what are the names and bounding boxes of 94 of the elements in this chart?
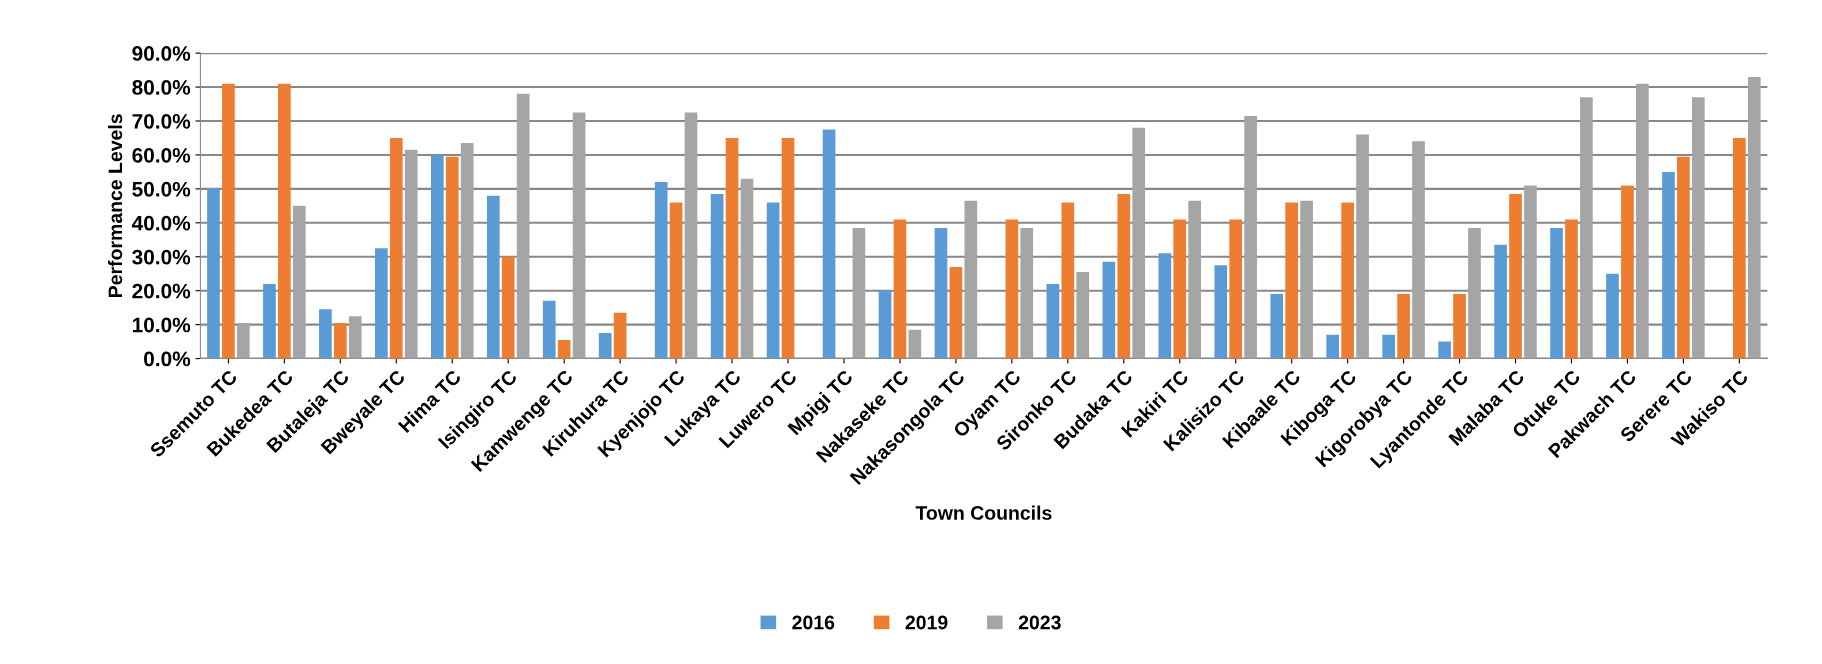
bar: [486, 195, 500, 359]
bar: [1061, 202, 1075, 359]
bar: [348, 316, 362, 359]
bar: [964, 200, 978, 359]
bar: [1468, 227, 1481, 359]
bar: [710, 193, 724, 359]
y-tick-label: 40.0%: [131, 215, 191, 231]
bar: [1524, 185, 1537, 359]
bar: [1117, 193, 1131, 359]
bar: [1397, 294, 1410, 359]
y-tick-label: 30.0%: [132, 249, 191, 265]
bar: [1606, 273, 1619, 359]
bar: [1356, 134, 1369, 359]
bar: [822, 129, 836, 359]
y-tick-label: 10.0%: [132, 317, 191, 333]
bar: [236, 322, 250, 359]
y-tick-label: 70.0%: [132, 114, 191, 129]
bar: [1621, 185, 1634, 359]
bar: [1550, 227, 1563, 359]
bar: [934, 227, 948, 359]
bar: [740, 178, 754, 359]
bar: [333, 322, 347, 359]
bar: [1244, 115, 1257, 359]
bar: [725, 137, 739, 359]
bar: [319, 309, 332, 359]
bar: [1580, 97, 1593, 359]
bar: [893, 219, 907, 359]
bar: [908, 329, 922, 359]
bar: [1412, 141, 1425, 359]
bar: [263, 283, 276, 359]
bar: [557, 339, 571, 359]
bar: [1438, 341, 1451, 359]
y-tick-label: 0.0%: [144, 351, 191, 367]
bar: [1229, 219, 1243, 359]
bar: [766, 202, 780, 359]
y-tick-label: 50.0%: [132, 181, 191, 197]
y-tick-label: 80.0%: [132, 80, 191, 95]
bar: [852, 227, 866, 359]
legend-label: 2023: [1018, 615, 1061, 630]
bar: [1677, 156, 1690, 359]
bar: [684, 112, 698, 359]
bar: [1300, 200, 1313, 359]
bar: [460, 143, 474, 359]
bar: [572, 112, 586, 359]
bar: [1453, 294, 1466, 359]
y-tick-label: 60.0%: [132, 147, 191, 163]
bar: [654, 182, 668, 359]
bar: [1691, 97, 1705, 359]
bar: [445, 156, 459, 359]
legend-label: 2016: [792, 615, 835, 630]
bar: [1733, 137, 1746, 359]
bar: [430, 154, 444, 359]
bar: [1132, 127, 1146, 359]
bar: [1509, 193, 1522, 359]
bar: [404, 149, 418, 359]
bar: [1188, 200, 1202, 359]
bar: [1005, 219, 1019, 359]
bar: [516, 93, 530, 359]
y-axis-title: Performance Levels: [107, 114, 123, 297]
y-tick-label: 90.0%: [132, 46, 191, 61]
legend-label: 2019: [905, 615, 948, 630]
bar: [1636, 83, 1649, 359]
bar: [1046, 283, 1060, 359]
bar: [1102, 261, 1116, 359]
bar: [1747, 76, 1761, 359]
bar: [1341, 202, 1354, 359]
bar: [1662, 171, 1675, 359]
bar: [613, 312, 627, 359]
bar: [1270, 294, 1284, 359]
bar: [598, 333, 612, 359]
bar: [669, 202, 683, 359]
bar: [1326, 334, 1340, 359]
bar: [542, 300, 556, 359]
bar: [1494, 244, 1507, 359]
bar: [1173, 219, 1187, 359]
bar: [389, 137, 403, 359]
bar: [1565, 219, 1578, 359]
bar: [222, 83, 235, 359]
bar: [949, 266, 963, 359]
bar: [1076, 272, 1090, 359]
y-tick-label: 20.0%: [132, 283, 191, 299]
bar: [1020, 227, 1034, 359]
bar: [292, 205, 306, 359]
bar: [1158, 253, 1172, 359]
bar: [781, 137, 795, 359]
bar: [207, 188, 220, 359]
bar: [878, 290, 892, 359]
bar: [1214, 265, 1228, 359]
bar: [375, 248, 388, 359]
bar: [501, 256, 515, 359]
bar: [1382, 334, 1396, 359]
bar: [1285, 202, 1299, 359]
bar: [278, 83, 291, 359]
x-axis-title: Town Councils: [915, 505, 1052, 520]
